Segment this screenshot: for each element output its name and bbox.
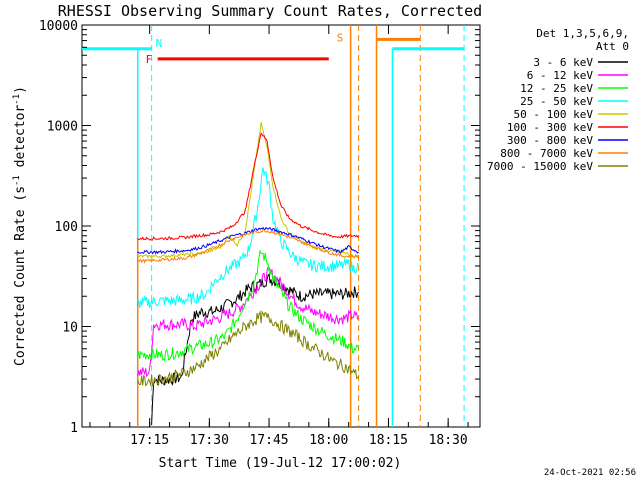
series-layer	[137, 121, 360, 426]
x-tick-label: 17:15	[130, 433, 169, 448]
series-line	[137, 229, 359, 264]
y-axis-label-exp2: -1	[12, 94, 22, 105]
x-tick-label: 18:15	[369, 433, 408, 448]
legend-label: 6 - 12 keV	[527, 69, 594, 82]
legend-label: 800 - 7000 keV	[500, 147, 593, 160]
x-axis-label: Start Time (19-Jul-12 17:00:02)	[159, 456, 402, 471]
series-line	[137, 266, 359, 378]
legend-label: 300 - 800 keV	[507, 134, 593, 147]
series-line	[137, 310, 360, 387]
legend-label: 25 - 50 keV	[520, 95, 593, 108]
y-axis: 1 10 100 1000 10000	[39, 19, 480, 436]
chart-title: RHESSI Observing Summary Count Rates, Co…	[58, 2, 482, 20]
y-tick-label: 1	[70, 421, 78, 436]
y-tick-label: 1000	[47, 120, 78, 135]
series-line	[137, 226, 359, 255]
flags-layer: NF S	[82, 25, 465, 427]
series-line	[137, 121, 359, 259]
series-line	[137, 167, 360, 309]
series-line	[151, 273, 359, 426]
x-axis: 17:15 17:30 17:45 18:00 18:15 18:30	[89, 25, 469, 448]
night-flag-label: N	[156, 37, 163, 50]
y-tick-label: 100	[55, 220, 78, 235]
legend-label: 100 - 300 keV	[507, 121, 593, 134]
saa-flag-label: S	[337, 31, 344, 44]
plot-area: NF S	[81, 24, 481, 428]
series-line	[137, 249, 360, 362]
y-axis-label-exp1: -1	[12, 175, 22, 186]
y-tick-label: 10	[62, 321, 78, 336]
legend-header-1: Det 1,3,5,6,9,	[536, 27, 629, 40]
y-axis-label: Corrected Count Rate (s-1 detector-1)	[12, 86, 28, 366]
y-axis-label-tail: detector	[13, 105, 28, 176]
x-tick-label: 18:00	[309, 433, 348, 448]
y-tick-label: 10000	[39, 19, 78, 34]
legend-label: 12 - 25 keV	[520, 82, 593, 95]
legend-label: 50 - 100 keV	[514, 108, 594, 121]
x-tick-label: 17:30	[190, 433, 229, 448]
legend-label: 7000 - 15000 keV	[487, 160, 593, 173]
legend-header-2: Att 0	[596, 40, 629, 53]
series-line	[137, 132, 359, 241]
x-tick-label: 18:30	[429, 433, 468, 448]
y-axis-label-main: Corrected Count Rate (s	[13, 186, 28, 366]
flare-flag-label: F	[146, 53, 153, 66]
timestamp: 24-Oct-2021 02:56	[544, 468, 636, 478]
y-axis-label-close: )	[13, 86, 28, 94]
legend-label: 3 - 6 keV	[533, 56, 593, 69]
x-tick-label: 17:45	[249, 433, 288, 448]
